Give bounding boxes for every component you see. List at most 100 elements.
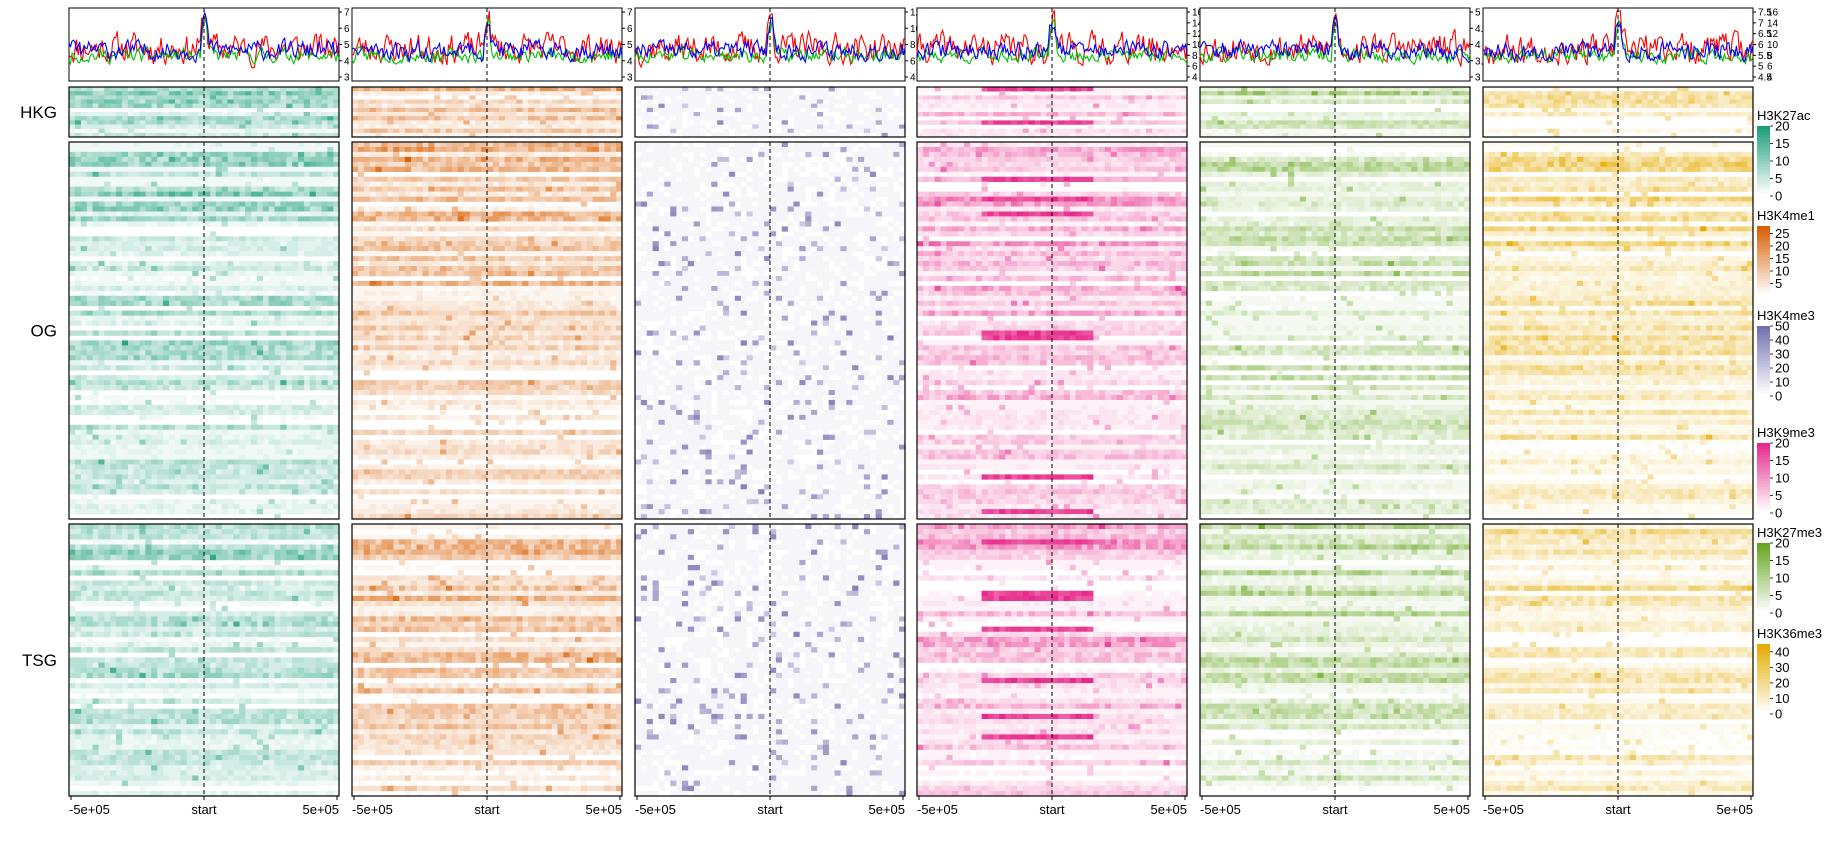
heatmap-row-15 <box>1600 216 1736 222</box>
legend-color-step <box>1757 560 1770 564</box>
heatmap-row-38 <box>86 330 316 336</box>
heatmap-row-66 <box>705 469 712 475</box>
heatmap-row-12 <box>1211 201 1218 207</box>
heatmap-h3k4me3-og <box>634 141 906 520</box>
heatmap-row-26 <box>775 657 783 663</box>
heatmap-row-29 <box>1612 285 1642 292</box>
heatmap-row-29 <box>922 672 930 679</box>
heatmap-row-8 <box>1747 120 1754 125</box>
heatmap-row-68 <box>1116 479 1123 485</box>
legend-color-step <box>1757 334 1770 339</box>
heatmap-row-3 <box>922 99 1164 104</box>
heatmap-row-61 <box>1659 444 1666 450</box>
legend-color-step <box>1757 566 1770 570</box>
heatmap-row-70 <box>352 489 623 495</box>
x-axis-tick-label: 5e+05 <box>1716 802 1753 817</box>
heatmap-row-48 <box>635 770 906 776</box>
heatmap-row-19 <box>233 621 240 627</box>
heatmap-row-35 <box>274 315 281 321</box>
heatmap-row-34 <box>1241 310 1389 316</box>
heatmap-row-17 <box>1512 226 1730 232</box>
legend-tick-label: 30 <box>1775 660 1789 675</box>
heatmap-row-51 <box>1541 394 1548 401</box>
heatmap-row-29 <box>635 672 906 679</box>
heatmap-row-4 <box>1606 161 1748 168</box>
heatmap-row-40 <box>580 729 588 735</box>
legend-color-step <box>1757 670 1770 674</box>
heatmap-row-48 <box>528 380 535 386</box>
heatmap-row-5 <box>357 549 564 556</box>
heatmap-row-70 <box>963 489 1188 495</box>
heatmap-row-30 <box>1483 290 1754 297</box>
heatmap-row-45 <box>811 754 818 761</box>
heatmap-row-10 <box>1205 191 1471 197</box>
heatmap-row-22 <box>922 251 1176 257</box>
heatmap-row-38 <box>428 330 541 336</box>
heatmap-row-7 <box>1494 176 1719 182</box>
legend-color-step <box>1757 231 1770 236</box>
heatmap-row-15 <box>92 216 299 222</box>
heatmap-row-36 <box>404 708 611 715</box>
heatmap-row-70 <box>1241 489 1248 495</box>
heatmap-row-42 <box>928 350 1188 356</box>
heatmap-row-40 <box>69 729 334 735</box>
heatmap-row-37 <box>1381 713 1389 720</box>
legend-color-step <box>1757 326 1770 330</box>
heatmap-row-4 <box>917 544 1182 550</box>
heatmap-row-15 <box>375 600 605 607</box>
heatmap-frame <box>68 141 340 520</box>
heatmap-row-0 <box>1518 524 1683 530</box>
heatmap-row-10 <box>958 575 1176 581</box>
heatmap-row-65 <box>635 464 900 470</box>
heatmap-row-63 <box>1629 454 1636 460</box>
heatmap-row-13 <box>1735 590 1742 597</box>
heatmap-row-29 <box>1200 672 1207 679</box>
heatmap-row-68 <box>1612 479 1619 485</box>
heatmap-row-51 <box>658 785 906 792</box>
heatmap-row-4 <box>1282 544 1289 550</box>
legend-tick-label: 10 <box>1775 264 1789 279</box>
heatmap-row-36 <box>1335 320 1342 326</box>
heatmap-row-14 <box>1612 595 1619 602</box>
heatmap-row-40 <box>74 729 82 735</box>
heatmap-row-4 <box>658 103 665 109</box>
heatmap-row-40 <box>121 729 269 735</box>
heatmap-row-25 <box>375 266 582 272</box>
heatmap-row-52 <box>375 399 576 406</box>
heatmap-row-29 <box>69 672 293 679</box>
heatmap-row-14 <box>1423 595 1430 602</box>
heatmap-row-34 <box>1211 310 1471 316</box>
heatmap-row-12 <box>1629 201 1654 207</box>
heatmap-row-28 <box>752 280 759 287</box>
heatmap-row-0 <box>315 87 322 92</box>
heatmap-row-41 <box>1235 345 1242 351</box>
heatmap-row-5 <box>69 549 76 556</box>
legend-title: H3K4me1 <box>1757 208 1815 223</box>
heatmap-row-65 <box>262 464 269 470</box>
heatmap-row-15 <box>952 216 1188 222</box>
heatmap-row-8 <box>1434 565 1441 571</box>
heatmap-row-67 <box>999 474 1018 480</box>
heatmap-row-20 <box>1483 626 1730 633</box>
heatmap-row-49 <box>192 775 199 781</box>
legend-color-step <box>1757 343 1770 347</box>
heatmap-row-36 <box>1200 708 1441 715</box>
heatmap-row-41 <box>363 345 370 351</box>
heatmap-row-28 <box>840 280 847 287</box>
heatmap-row-0 <box>1299 524 1418 530</box>
heatmap-row-26 <box>934 657 1164 663</box>
heatmap-row-43 <box>133 355 158 361</box>
heatmap-row-12 <box>640 585 648 592</box>
heatmap-row-45 <box>1483 365 1754 371</box>
heatmap-row-34 <box>1659 698 1666 704</box>
heatmap-row-44 <box>539 749 546 756</box>
heatmap-row-6 <box>381 554 611 561</box>
heatmap-row-51 <box>352 394 599 401</box>
heatmap-row-1 <box>139 91 322 96</box>
heatmap-row-70 <box>1488 489 1748 495</box>
heatmap-row-25 <box>1399 652 1406 658</box>
heatmap-row-31 <box>1340 295 1348 302</box>
legend-color-step <box>1757 676 1770 680</box>
heatmap-row-37 <box>917 713 1188 720</box>
heatmap-row-15 <box>375 216 593 222</box>
